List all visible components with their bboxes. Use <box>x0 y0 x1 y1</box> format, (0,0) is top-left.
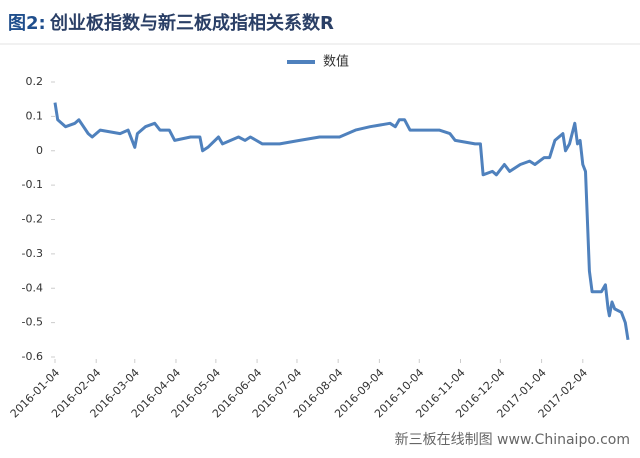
y-tick-label: 0.2 <box>26 75 44 88</box>
chart-title: 创业板指数与新三板成指相关系数R <box>49 12 334 34</box>
y-tick-label: 0.1 <box>26 109 44 122</box>
figure-label: 图2: <box>8 13 46 34</box>
y-tick-label: -0.5 <box>22 316 43 329</box>
y-tick-label: -0.6 <box>22 350 43 363</box>
y-tick-label: -0.2 <box>22 213 43 226</box>
y-tick-label: 0 <box>36 144 43 157</box>
source: 新三板在线制图 www.Chinaipo.com <box>395 432 630 448</box>
y-tick-label: -0.3 <box>22 247 43 260</box>
y-tick-label: -0.4 <box>22 281 43 294</box>
data-line <box>53 102 630 341</box>
y-tick-label: -0.1 <box>22 178 43 191</box>
legend-label: 数值 <box>323 54 349 70</box>
